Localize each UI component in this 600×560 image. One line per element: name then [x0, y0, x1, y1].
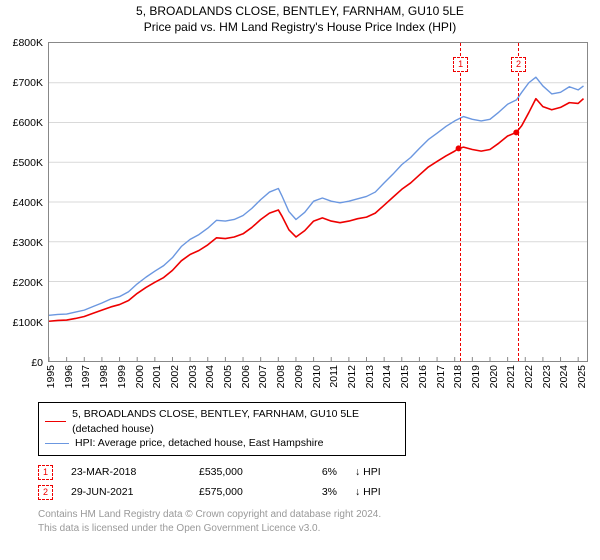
- x-tick-label: 2022: [523, 365, 535, 388]
- x-tick-label: 2021: [505, 365, 517, 388]
- footer-line-2: This data is licensed under the Open Gov…: [38, 523, 320, 534]
- event-row: 1 23-MAR-2018 £535,000 6% ↓ HPI: [38, 462, 590, 482]
- event-id-box: 1: [38, 465, 53, 480]
- event-date: 23-MAR-2018: [71, 466, 181, 478]
- y-tick-label: £600K: [13, 117, 43, 129]
- x-tick-label: 2004: [204, 365, 216, 388]
- x-tick-label: 2002: [169, 365, 181, 388]
- y-tick-label: £500K: [13, 157, 43, 169]
- y-tick-label: £400K: [13, 197, 43, 209]
- legend-item: 5, BROADLANDS CLOSE, BENTLEY, FARNHAM, G…: [45, 407, 399, 436]
- y-tick-label: £0: [31, 357, 43, 369]
- legend-item: HPI: Average price, detached house, East…: [45, 436, 399, 451]
- x-tick-label: 1997: [80, 365, 92, 388]
- y-tick-label: £200K: [13, 277, 43, 289]
- x-tick-label: 2011: [328, 365, 340, 388]
- legend-label: HPI: Average price, detached house, East…: [75, 436, 323, 451]
- x-tick-label: 2000: [134, 365, 146, 388]
- footer-line-1: Contains HM Land Registry data © Crown c…: [38, 509, 381, 520]
- y-tick-label: £300K: [13, 237, 43, 249]
- chart-header: 5, BROADLANDS CLOSE, BENTLEY, FARNHAM, G…: [0, 0, 600, 34]
- legend: 5, BROADLANDS CLOSE, BENTLEY, FARNHAM, G…: [38, 402, 406, 456]
- y-tick-label: £100K: [13, 317, 43, 329]
- x-tick-label: 2008: [275, 365, 287, 388]
- event-id-box: 2: [38, 485, 53, 500]
- event-vline: [460, 43, 461, 361]
- legend-swatch: [45, 443, 69, 444]
- x-tick-label: 2006: [240, 365, 252, 388]
- event-marker-box: 2: [511, 57, 526, 72]
- x-tick-label: 2005: [222, 365, 234, 388]
- x-tick-label: 2019: [470, 365, 482, 388]
- x-tick-label: 2023: [541, 365, 553, 388]
- x-tick-label: 2017: [435, 365, 447, 388]
- x-tick-label: 2012: [346, 365, 358, 388]
- x-tick-label: 2003: [187, 365, 199, 388]
- event-row: 2 29-JUN-2021 £575,000 3% ↓ HPI: [38, 482, 590, 502]
- event-ref: ↓ HPI: [355, 466, 381, 478]
- x-tick-label: 1998: [98, 365, 110, 388]
- event-price: £575,000: [199, 486, 279, 498]
- legend-label: 5, BROADLANDS CLOSE, BENTLEY, FARNHAM, G…: [72, 407, 399, 436]
- x-tick-label: 2025: [576, 365, 588, 388]
- y-tick-label: £800K: [13, 37, 43, 49]
- x-tick-label: 2007: [257, 365, 269, 388]
- x-tick-label: 2013: [364, 365, 376, 388]
- x-tick-label: 1995: [45, 365, 57, 388]
- x-tick-label: 2009: [293, 365, 305, 388]
- event-delta: 6%: [297, 466, 337, 478]
- x-tick-label: 2020: [488, 365, 500, 388]
- chart-subtitle: Price paid vs. HM Land Registry's House …: [0, 20, 600, 34]
- x-tick-label: 2018: [452, 365, 464, 388]
- event-marker-box: 1: [453, 57, 468, 72]
- x-tick-label: 2014: [381, 365, 393, 388]
- chart-title: 5, BROADLANDS CLOSE, BENTLEY, FARNHAM, G…: [0, 4, 600, 18]
- x-tick-label: 2010: [311, 365, 323, 388]
- footer-attribution: Contains HM Land Registry data © Crown c…: [38, 508, 590, 535]
- event-ref: ↓ HPI: [355, 486, 381, 498]
- x-tick-label: 2016: [417, 365, 429, 388]
- chart-svg: [49, 43, 587, 361]
- event-delta: 3%: [297, 486, 337, 498]
- x-tick-label: 2015: [399, 365, 411, 388]
- event-vline: [518, 43, 519, 361]
- x-tick-label: 1999: [116, 365, 128, 388]
- event-price: £535,000: [199, 466, 279, 478]
- events-table: 1 23-MAR-2018 £535,000 6% ↓ HPI 2 29-JUN-2021 £…: [38, 462, 590, 502]
- y-tick-label: £700K: [13, 77, 43, 89]
- event-date: 29-JUN-2021: [71, 486, 181, 498]
- x-tick-label: 2001: [151, 365, 163, 388]
- chart-plot-area: £0£100K£200K£300K£400K£500K£600K£700K£80…: [48, 42, 588, 362]
- chart-footer-block: 5, BROADLANDS CLOSE, BENTLEY, FARNHAM, G…: [38, 402, 590, 535]
- x-tick-label: 1996: [63, 365, 75, 388]
- legend-swatch: [45, 421, 66, 422]
- x-tick-label: 2024: [558, 365, 570, 388]
